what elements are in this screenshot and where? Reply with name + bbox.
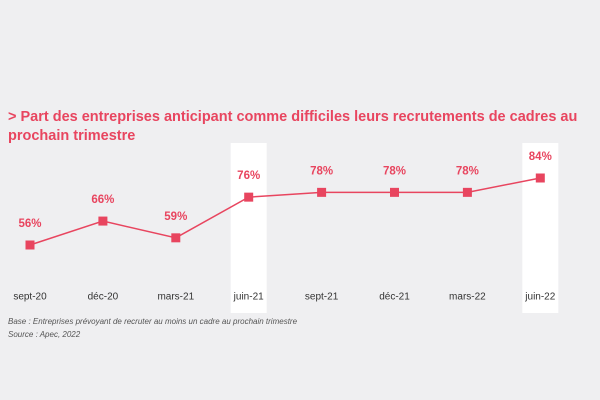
value-label: 78%	[456, 165, 479, 177]
marker	[462, 187, 472, 197]
value-label: 78%	[310, 165, 333, 177]
x-tick-label: sept-21	[305, 292, 339, 303]
chart-title: > Part des entreprises anticipant comme …	[8, 109, 578, 144]
x-tick-label: mars-22	[449, 292, 486, 303]
x-tick-label: sept-20	[13, 292, 47, 303]
value-label: 59%	[164, 211, 187, 223]
marker	[171, 233, 181, 243]
x-tick-label: déc-20	[88, 292, 119, 303]
value-label: 56%	[18, 218, 41, 230]
value-label: 76%	[237, 170, 260, 182]
marker	[98, 216, 108, 226]
marker	[390, 187, 399, 197]
marker	[535, 173, 545, 183]
x-tick-label: juin-22	[524, 292, 555, 303]
footnote: Base : Entreprises prévoyant de recruter…	[8, 317, 298, 326]
line	[29, 177, 541, 246]
value-label: 84%	[529, 151, 552, 163]
footnote: Source : Apec, 2022	[8, 330, 81, 339]
x-tick-label: déc-21	[379, 292, 410, 303]
marker	[244, 192, 254, 202]
value-label: 78%	[383, 165, 406, 177]
value-label: 66%	[91, 194, 114, 206]
highlight-box	[230, 143, 267, 313]
highlight-box	[522, 143, 559, 313]
x-tick-label: juin-21	[233, 292, 264, 303]
marker	[317, 187, 327, 197]
marker	[25, 240, 35, 250]
highlights	[230, 143, 559, 313]
x-tick-label: mars-21	[157, 292, 194, 303]
